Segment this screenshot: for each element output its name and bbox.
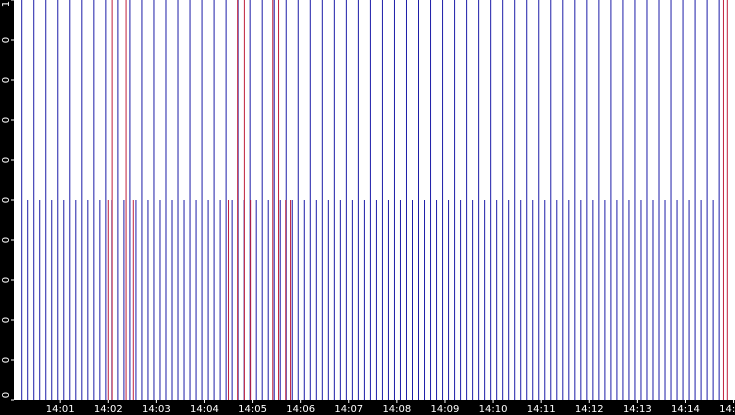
- y-tick-label: 0: [1, 277, 12, 283]
- y-tick-label: 0: [1, 357, 12, 363]
- x-tick-label: 14:08: [382, 404, 411, 415]
- x-tick-label: 14:13: [623, 404, 652, 415]
- y-tick-label: 0: [1, 117, 12, 123]
- y-tick-label: 1: [1, 1, 12, 7]
- x-tick-label: 14:12: [575, 404, 604, 415]
- y-tick-label: 0: [1, 37, 12, 43]
- y-tick-label: 0: [1, 77, 12, 83]
- x-tick-label: 14:07: [334, 404, 363, 415]
- x-tick-label: 14:04: [190, 404, 219, 415]
- y-tick-label: 0: [1, 392, 12, 398]
- x-tick-label: 14:06: [286, 404, 315, 415]
- y-tick-label: 0: [1, 237, 12, 243]
- x-tick-label: 14:11: [527, 404, 556, 415]
- x-tick-label: 14:05: [238, 404, 267, 415]
- x-tick-label: 14:10: [479, 404, 508, 415]
- y-tick-label: 0: [1, 197, 12, 203]
- plot-area: [14, 0, 735, 400]
- x-tick-label: 14:09: [431, 404, 460, 415]
- x-tick-label: 14:01: [46, 404, 75, 415]
- x-tick-label: 14:02: [94, 404, 123, 415]
- x-tick-label: 14:14: [671, 404, 700, 415]
- y-tick-label: 0: [1, 317, 12, 323]
- x-tick-label: 14:03: [142, 404, 171, 415]
- y-tick-label: 0: [1, 157, 12, 163]
- x-tick-label: 14:15: [719, 404, 735, 415]
